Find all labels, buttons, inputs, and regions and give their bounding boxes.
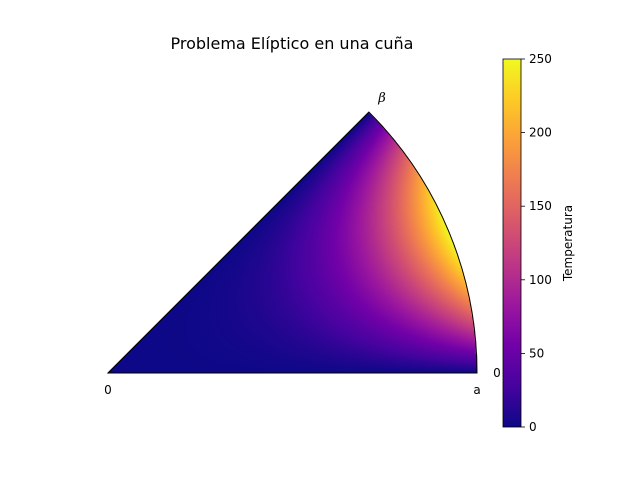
- chart-title: Problema Elíptico en una cuña: [171, 34, 414, 53]
- origin-label: 0: [104, 383, 112, 397]
- angle-label: β: [377, 91, 386, 106]
- colorbar-ticks: 0 50 100 150 200 250: [521, 52, 552, 434]
- colorbar-label: Temperatura: [561, 205, 575, 282]
- colorbar-tick-label: 200: [529, 126, 552, 140]
- radius-label: a: [473, 383, 480, 397]
- wedge-outline: [106, 111, 478, 374]
- colorbar-tick-label: 0: [529, 420, 537, 434]
- colorbar-tick-label: 100: [529, 273, 552, 287]
- colorbar-tick-label: 150: [529, 199, 552, 213]
- colorbar: 0 50 100 150 200 250 Temperatura: [502, 52, 575, 434]
- colorbar-tick-label: 50: [529, 346, 544, 360]
- colorbar-gradient: [502, 58, 522, 428]
- colorbar-tick-label: 250: [529, 52, 552, 66]
- edge-value-label: 0: [493, 366, 501, 380]
